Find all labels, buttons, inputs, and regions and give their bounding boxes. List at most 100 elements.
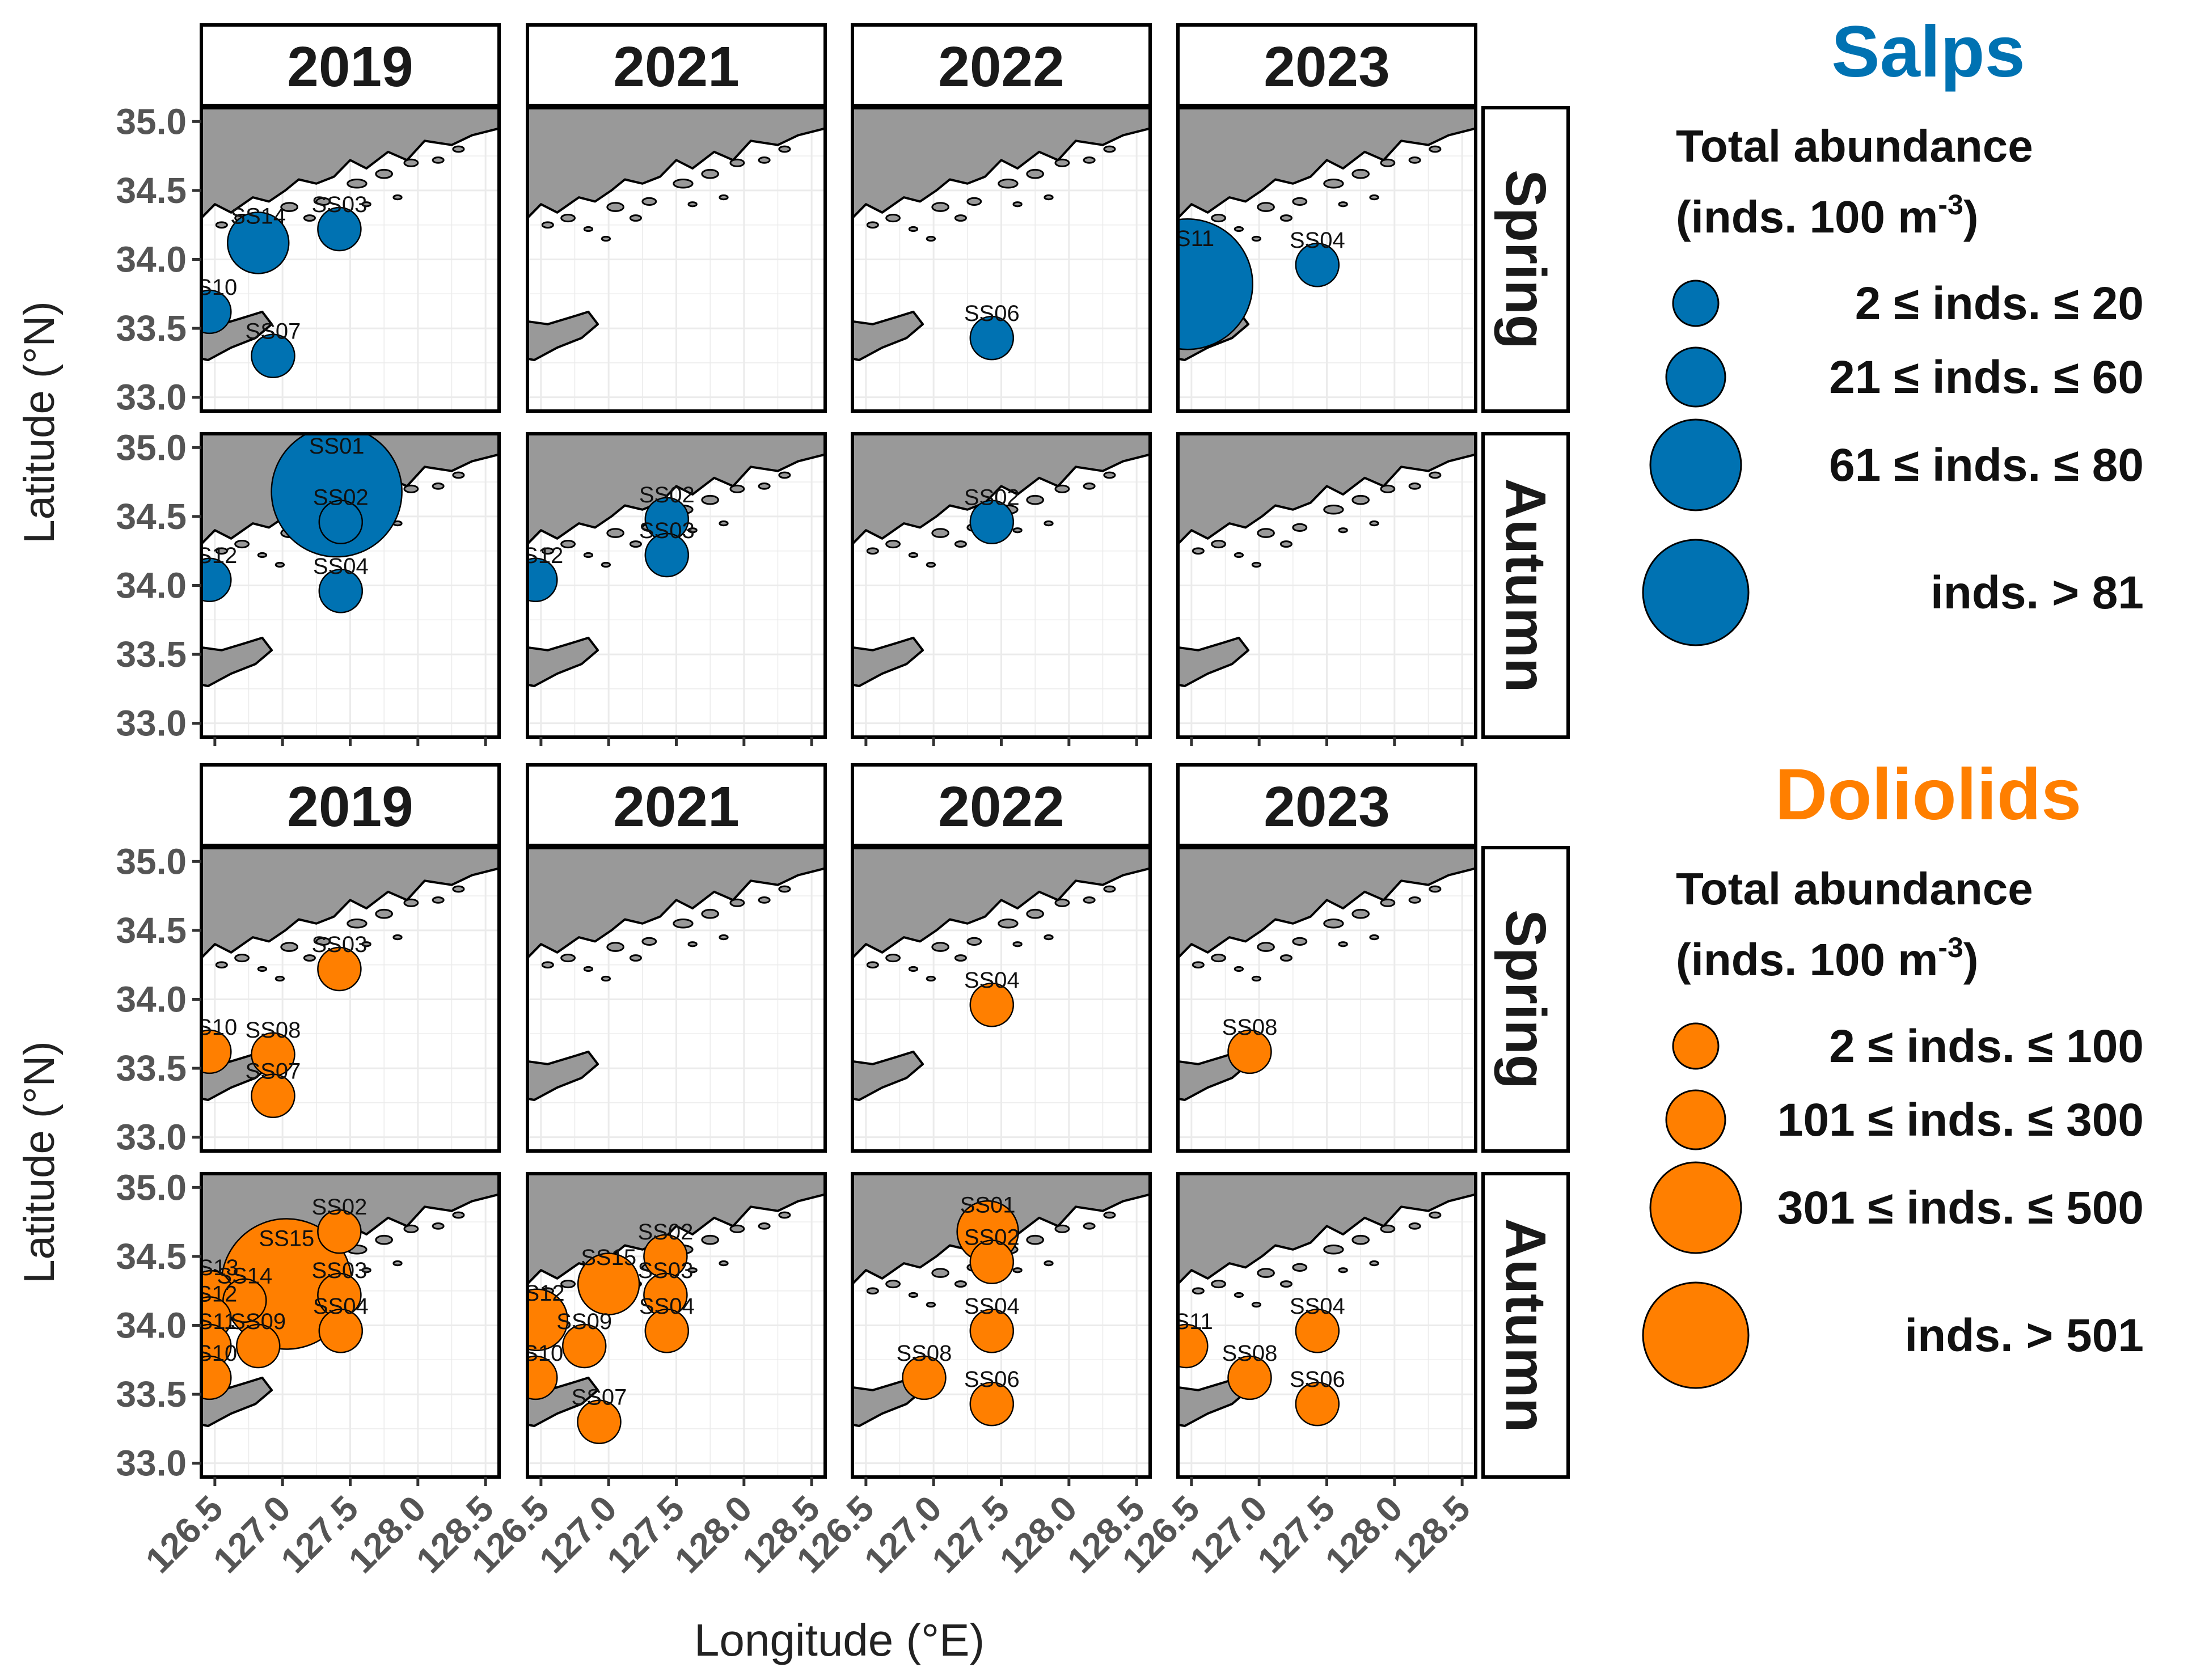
small-island xyxy=(673,178,694,189)
legend-subtitle: Total abundance xyxy=(1676,121,2033,171)
small-island xyxy=(541,961,554,969)
year-strip-label: 2022 xyxy=(938,35,1064,99)
season-strip-label: Spring xyxy=(1494,170,1557,349)
y-tick-label: 33.0 xyxy=(116,377,187,418)
y-tick-label: 34.5 xyxy=(116,1236,187,1277)
jeju-island xyxy=(1178,636,1250,687)
small-island xyxy=(687,941,698,947)
small-island xyxy=(1279,1280,1292,1288)
small-island xyxy=(541,221,554,229)
small-island xyxy=(361,941,371,947)
small-island xyxy=(1257,1268,1275,1278)
small-island xyxy=(1380,1224,1396,1233)
season-strip-label: Autumn xyxy=(1494,1218,1557,1433)
facet-panel: SS11 SS04 xyxy=(1176,106,1477,413)
year-strip-label: 2023 xyxy=(1264,775,1389,839)
station-bubble xyxy=(251,333,295,378)
small-island xyxy=(1279,540,1292,548)
y-tick-label: 33.5 xyxy=(116,1048,187,1089)
small-island xyxy=(1369,1260,1379,1267)
jeju-island xyxy=(201,636,273,687)
small-island xyxy=(1211,1279,1227,1289)
station-bubble xyxy=(577,1252,640,1315)
small-island xyxy=(1408,483,1421,490)
small-island xyxy=(315,937,331,946)
facet-panel: SS02 SS03 SS12 xyxy=(526,432,827,739)
small-island xyxy=(966,937,982,946)
mainland-landmass xyxy=(527,848,825,959)
small-island xyxy=(606,202,624,212)
year-strip xyxy=(526,23,827,107)
small-island xyxy=(1026,908,1044,919)
y-tick-label: 35.0 xyxy=(116,101,187,142)
small-island xyxy=(1351,168,1370,179)
station-label: SS07 xyxy=(246,319,301,344)
small-island xyxy=(403,158,419,167)
small-island xyxy=(1234,966,1244,972)
station-label: SS08 xyxy=(1222,1341,1278,1366)
small-island xyxy=(778,471,791,479)
small-island xyxy=(452,145,465,153)
station-label: SS10 xyxy=(181,1015,237,1040)
small-island xyxy=(452,885,465,893)
small-island xyxy=(1351,494,1370,505)
small-island xyxy=(1279,214,1292,222)
y-tick-label: 34.5 xyxy=(116,496,187,537)
station-label: SS13 xyxy=(183,1255,239,1280)
facet-panel xyxy=(526,106,827,413)
small-island xyxy=(885,539,901,549)
small-island xyxy=(1234,226,1244,232)
facet-panel: SS02 xyxy=(851,432,1152,739)
panel-border xyxy=(526,106,827,413)
station-bubble xyxy=(271,434,403,558)
small-island xyxy=(1211,539,1227,549)
station-bubble xyxy=(1295,1308,1340,1353)
season-strip xyxy=(1481,432,1570,739)
legends: Salps Total abundance (inds. 100 m-3) 2 ≤ i… xyxy=(1642,11,2144,1389)
station-bubble xyxy=(902,1355,947,1400)
station-label: SS11 xyxy=(1159,1309,1213,1334)
station-label: SS02 xyxy=(637,1220,693,1245)
mainland-landmass xyxy=(1178,1174,1476,1285)
station-label: SS02 xyxy=(313,485,369,510)
small-island xyxy=(541,547,554,555)
small-island xyxy=(629,540,642,548)
y-tick-label: 35.0 xyxy=(116,841,187,882)
panel-border xyxy=(526,846,827,1153)
small-island xyxy=(1429,471,1442,479)
small-island xyxy=(701,494,719,505)
small-island xyxy=(1292,937,1308,946)
small-island xyxy=(606,942,624,952)
legend-key-bubble xyxy=(1642,539,1750,646)
small-island xyxy=(1012,201,1023,208)
small-island xyxy=(758,896,771,904)
small-island xyxy=(641,937,657,946)
station-label: SS03 xyxy=(311,192,367,217)
small-island xyxy=(729,898,745,907)
small-island xyxy=(758,483,771,490)
station-label: SS01 xyxy=(960,1192,1016,1217)
small-island xyxy=(432,1222,445,1230)
y-tick-label: 33.0 xyxy=(116,703,187,744)
legend-key-label: inds. > 501 xyxy=(1904,1310,2144,1361)
small-island xyxy=(1323,178,1344,189)
station-bubble xyxy=(644,1308,690,1353)
small-island xyxy=(1338,941,1348,947)
legend-key-bubble xyxy=(1642,1281,1750,1389)
small-island xyxy=(1292,1263,1308,1272)
mainland-landmass xyxy=(1178,848,1476,959)
small-island xyxy=(280,942,298,952)
small-island xyxy=(257,966,268,972)
station-label: SS03 xyxy=(639,518,695,543)
mainland-landmass xyxy=(527,434,825,545)
facet-panel xyxy=(526,846,827,1153)
small-island xyxy=(866,547,879,555)
mainland-landmass xyxy=(201,848,499,959)
x-tick-label: 128.0 xyxy=(1317,1488,1410,1581)
small-island xyxy=(1012,941,1023,947)
y-tick-label: 33.5 xyxy=(116,308,187,349)
facet-panel xyxy=(1176,432,1477,739)
legend-key-bubble xyxy=(1672,1022,1720,1070)
small-island xyxy=(966,197,982,206)
small-island xyxy=(931,528,949,538)
